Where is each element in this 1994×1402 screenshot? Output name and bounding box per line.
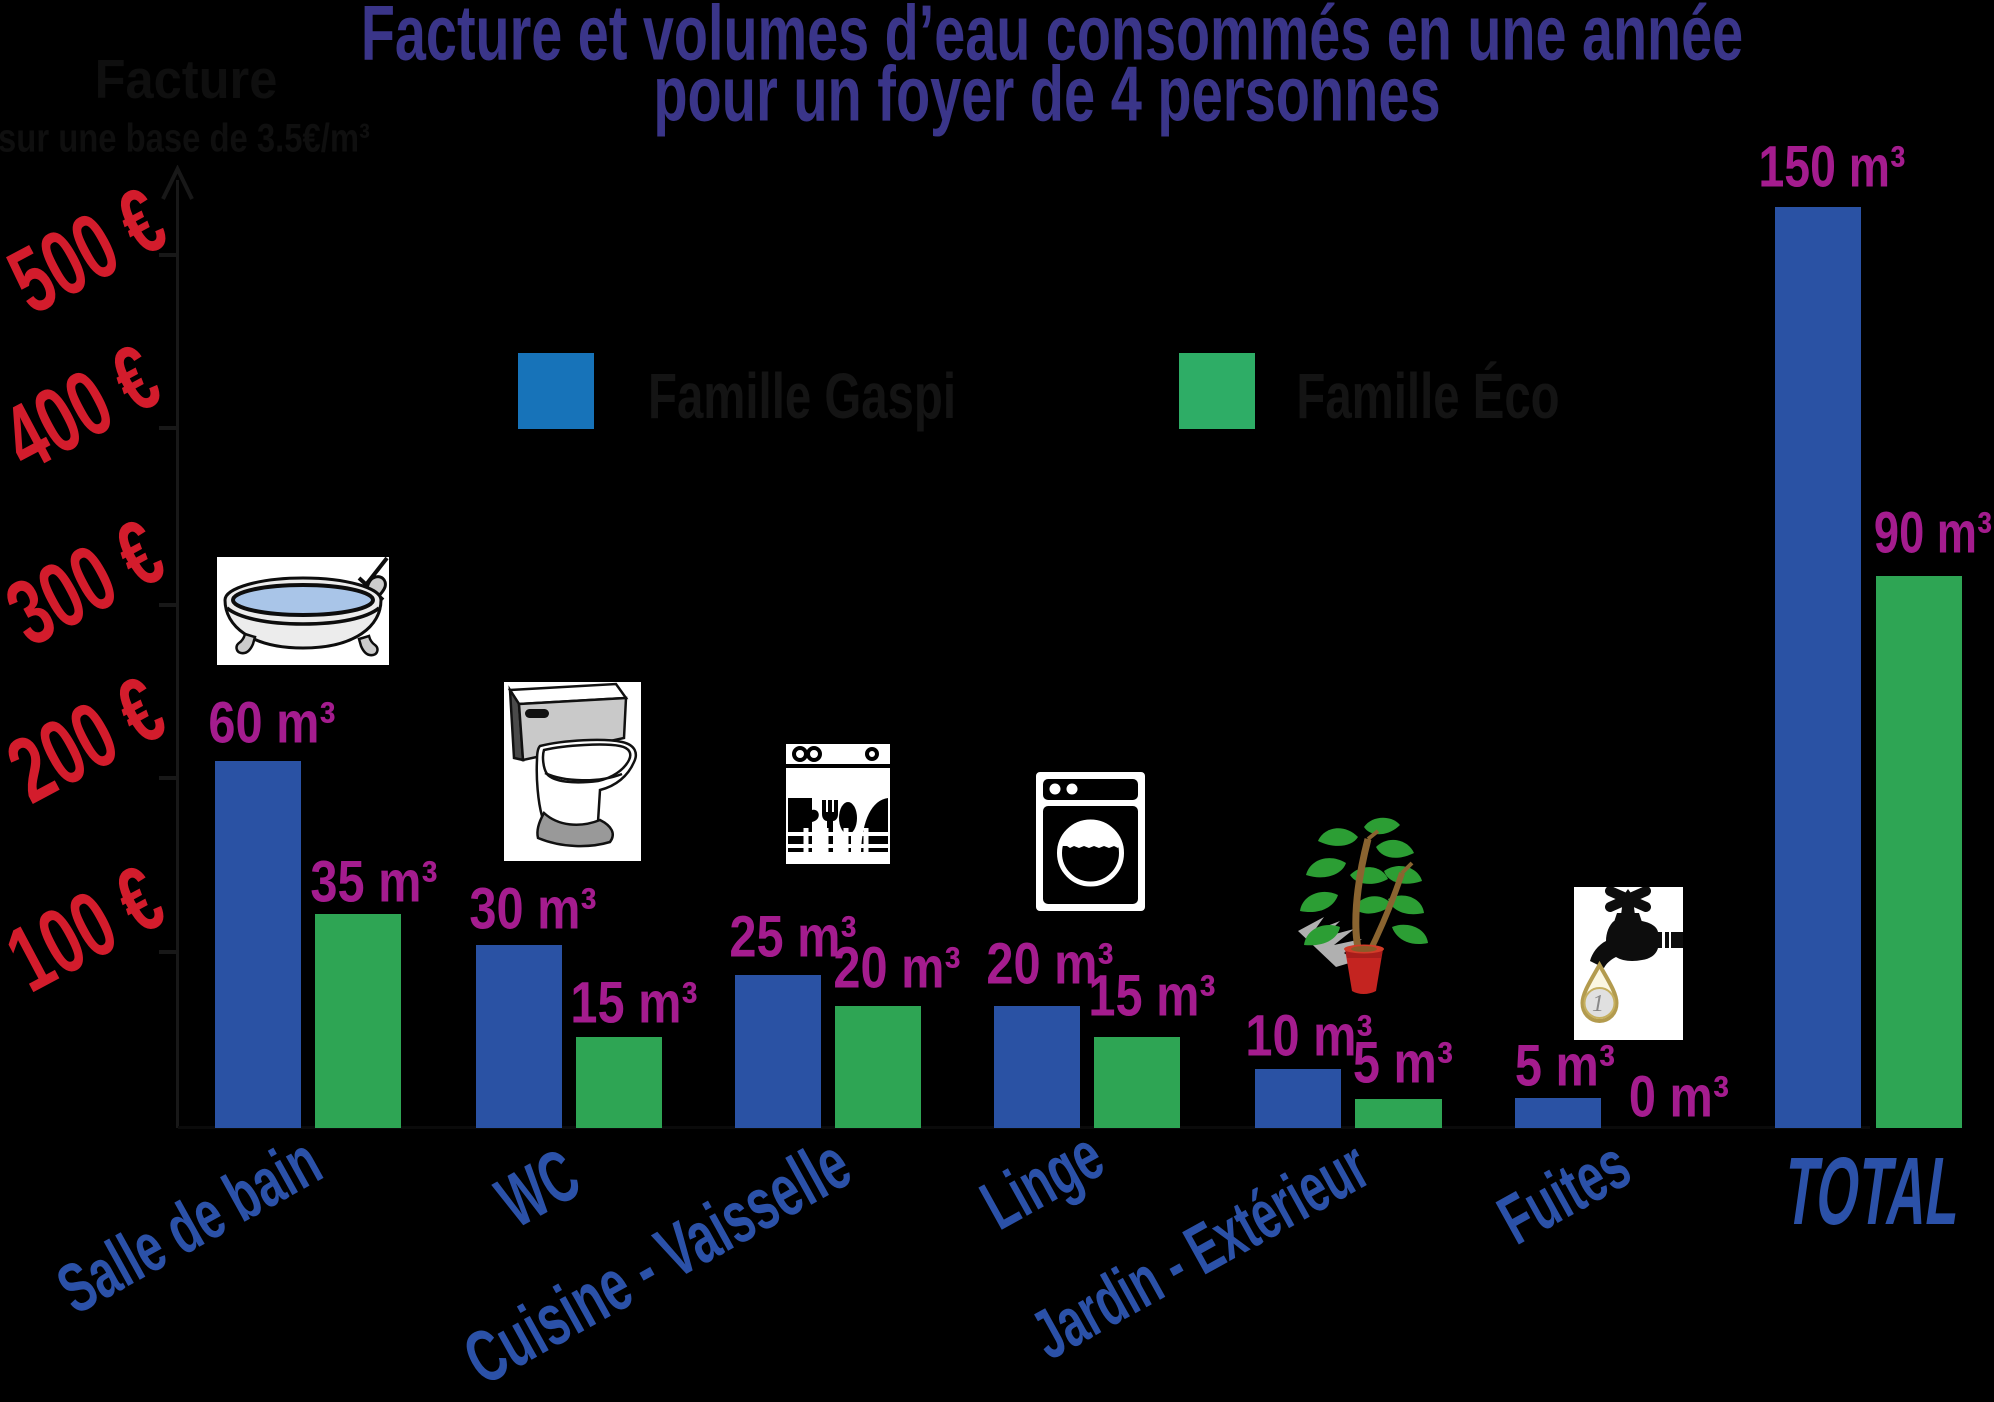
svg-text:1: 1 (1592, 991, 1604, 1017)
